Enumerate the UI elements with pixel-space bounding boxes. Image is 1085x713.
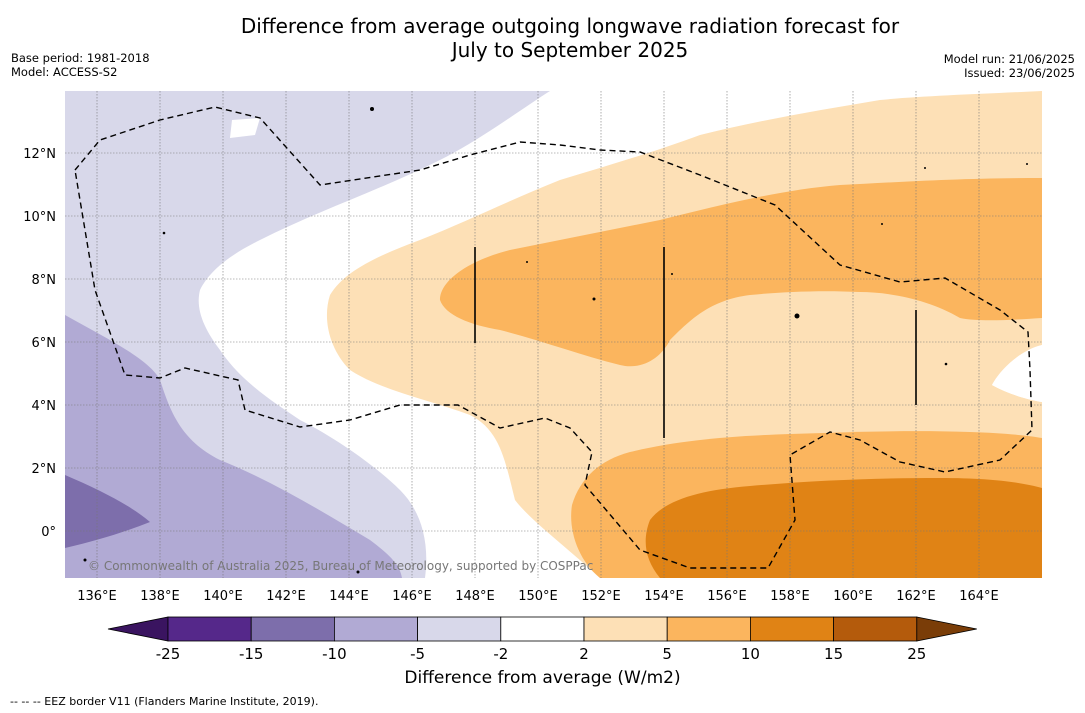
lat-label: 2°N xyxy=(32,462,57,477)
colorbar-tick-label: -25 xyxy=(156,645,181,663)
lon-label: 136°E xyxy=(77,589,117,604)
lon-label: 158°E xyxy=(770,589,810,604)
lon-label: 162°E xyxy=(896,589,936,604)
lat-label: 10°N xyxy=(23,210,56,225)
colorbar: -25 -15 -10 -5 -2 2 5 10 15 25 xyxy=(107,616,977,663)
boundary-lines xyxy=(474,247,917,438)
model-name: Model: ACCESS-S2 xyxy=(11,65,118,79)
graticule xyxy=(65,91,1042,578)
footnote: -- -- -- EEZ border V11 (Flanders Marine… xyxy=(10,695,319,708)
lat-label: 4°N xyxy=(32,399,57,414)
colorbar-title: Difference from average (W/m2) xyxy=(404,668,681,688)
lon-label: 148°E xyxy=(455,589,495,604)
lon-label: 138°E xyxy=(140,589,180,604)
eez-borders xyxy=(74,106,1033,569)
colorbar-segment xyxy=(583,616,668,642)
title-line-1: Difference from average outgoing longwav… xyxy=(240,14,900,38)
colorbar-segment xyxy=(417,616,502,642)
colorbar-segment xyxy=(500,616,585,642)
colorbar-segment xyxy=(750,616,835,642)
lon-label: 152°E xyxy=(581,589,621,604)
lat-label: 12°N xyxy=(23,147,56,162)
lon-label: 160°E xyxy=(833,589,873,604)
colorbar-segment xyxy=(250,616,335,642)
lon-label: 156°E xyxy=(707,589,747,604)
lat-label: 8°N xyxy=(32,273,57,288)
colorbar-tick-label: 5 xyxy=(662,645,672,663)
latitude-axis: 12°N 10°N 8°N 6°N 4°N 2°N 0° xyxy=(23,147,56,540)
base-period: Base period: 1981-2018 xyxy=(11,51,150,65)
lon-label: 140°E xyxy=(203,589,243,604)
colorbar-extend-high xyxy=(916,616,977,642)
map-title: Difference from average outgoing longwav… xyxy=(200,14,940,62)
issued-date: Issued: 23/06/2025 xyxy=(964,66,1075,80)
lon-label: 164°E xyxy=(959,589,999,604)
lon-label: 154°E xyxy=(644,589,684,604)
positive-region-strong xyxy=(645,478,1042,578)
colorbar-tick-label: 10 xyxy=(741,645,760,663)
lon-label: 150°E xyxy=(518,589,558,604)
colorbar-segment xyxy=(333,616,418,642)
model-run: Model run: 21/06/2025 xyxy=(943,52,1075,66)
colorbar-tick-label: -10 xyxy=(322,645,347,663)
negative-region-medium xyxy=(65,315,402,578)
meta-right: Model run: 21/06/2025 Issued: 23/06/2025 xyxy=(944,52,1075,80)
longitude-axis: 136°E 138°E 140°E 142°E 144°E 146°E 148°… xyxy=(77,589,999,604)
colorbar-extend-low xyxy=(107,616,169,642)
lat-label: 6°N xyxy=(32,336,57,351)
lon-label: 146°E xyxy=(392,589,432,604)
colorbar-tick-label: -15 xyxy=(239,645,264,663)
colorbar-tick-label: 25 xyxy=(907,645,926,663)
colorbar-segment xyxy=(167,616,252,642)
colorbar-segment xyxy=(833,616,918,642)
lon-label: 144°E xyxy=(329,589,369,604)
colorbar-tick-label: -2 xyxy=(493,645,508,663)
copyright-text: © Commonwealth of Australia 2025, Bureau… xyxy=(88,559,593,573)
colorbar-tick-label: 15 xyxy=(824,645,843,663)
positive-region-medium-north xyxy=(440,178,1042,367)
meta-left: Base period: 1981-2018 Model: ACCESS-S2 xyxy=(11,51,150,79)
islands xyxy=(83,107,1028,574)
colorbar-segment xyxy=(666,616,751,642)
map-plot-area xyxy=(65,91,1042,578)
negative-region-strong xyxy=(65,475,150,548)
colorbar-tick-label: -5 xyxy=(410,645,425,663)
title-line-2: July to September 2025 xyxy=(451,38,689,62)
lat-label: 0° xyxy=(41,525,56,540)
lon-label: 142°E xyxy=(266,589,306,604)
colorbar-tick-label: 2 xyxy=(579,645,589,663)
